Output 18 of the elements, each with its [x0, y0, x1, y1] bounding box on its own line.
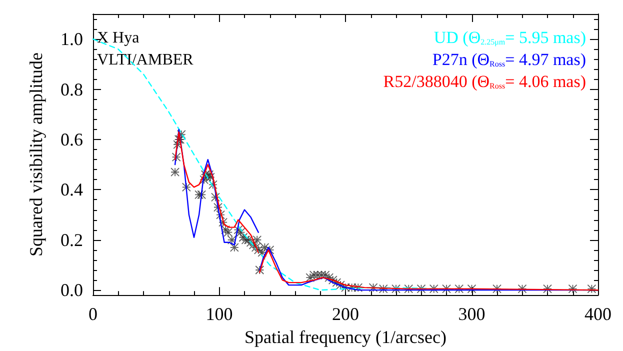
- x-tick-label: 400: [584, 304, 612, 324]
- text: P27n (ΘRoss= 4.97 mas): [432, 50, 586, 69]
- x-axis-title: Spatial frequency (1/arcsec): [244, 327, 446, 347]
- x-tick-label: 0: [88, 304, 98, 324]
- y-tick-label: 0.8: [60, 79, 83, 100]
- annotation: X Hya: [97, 30, 140, 46]
- text: R52/388040 (ΘRoss= 4.06 mas): [383, 72, 586, 91]
- x-tick-label: 200: [332, 304, 359, 324]
- y-tick-label: 0.6: [60, 129, 83, 150]
- text: UD (Θ2.25μm= 5.95 mas): [434, 28, 586, 47]
- y-tick-label: 0.0: [60, 280, 83, 300]
- x-tick-label: 100: [206, 304, 233, 324]
- y-tick-label: 0.4: [60, 180, 83, 200]
- y-axis-title: Squared visibility amplitude: [26, 52, 46, 257]
- x-tick-label: 300: [458, 304, 486, 324]
- annotation: VLTI/AMBER: [97, 52, 194, 68]
- y-tick-label: 1.0: [60, 29, 83, 50]
- y-tick-label: 0.2: [60, 230, 83, 250]
